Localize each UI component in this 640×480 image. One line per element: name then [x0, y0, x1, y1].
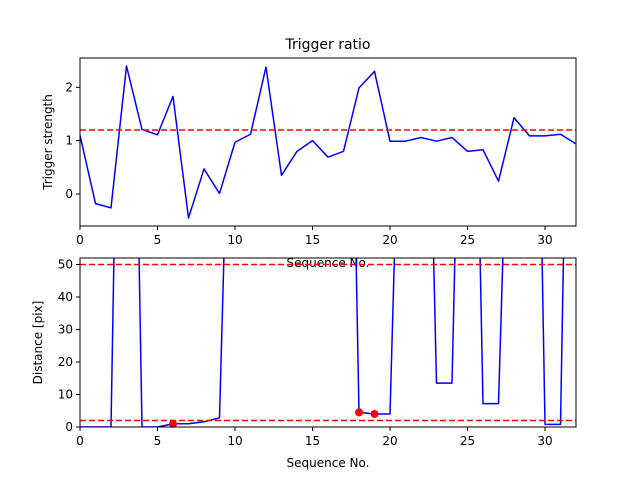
- bottom-x-tick-label: 0: [76, 434, 84, 448]
- top-y-axis-label: Trigger strength: [41, 94, 55, 191]
- bottom-marker-point: [370, 410, 379, 418]
- top-x-tick-label: 0: [76, 233, 84, 247]
- bottom-axes: 0 5 10 15 20 25 30 0 10 20 30 40 50 Sequence No. Dista…: [31, 257, 577, 470]
- top-x-tick-label: 20: [382, 233, 397, 247]
- bottom-x-tick-label: 10: [227, 434, 242, 448]
- bottom-x-axis-label: Sequence No.: [287, 456, 370, 470]
- top-x-tick-label: 25: [460, 233, 475, 247]
- top-y-tick-label: 2: [65, 80, 73, 94]
- bottom-y-tick-label: 10: [58, 388, 73, 402]
- top-x-tick-label: 5: [154, 233, 162, 247]
- top-series-line: [80, 65, 576, 219]
- bottom-marker-point: [169, 419, 177, 428]
- bottom-y-tick-label: 0: [65, 420, 73, 434]
- bottom-y-tick-label: 40: [58, 290, 73, 304]
- bottom-x-tick-label: 20: [382, 434, 397, 448]
- bottom-x-tick-label: 15: [305, 434, 320, 448]
- top-y-tick-label: 0: [65, 187, 73, 201]
- bottom-axes-frame: [79, 257, 577, 428]
- bottom-y-tick-label: 50: [58, 258, 73, 272]
- chart-title: Trigger ratio: [284, 37, 370, 53]
- top-x-tick-label: 30: [537, 233, 552, 247]
- bottom-series-line: [80, 258, 565, 427]
- bottom-marker-point: [355, 408, 363, 417]
- top-axes-frame: [79, 57, 577, 227]
- bottom-y-tick-label: 30: [58, 323, 73, 337]
- bottom-y-axis-label: Distance [pix]: [31, 301, 45, 385]
- bottom-x-tick-label: 25: [460, 434, 475, 448]
- bottom-x-tick-label: 5: [154, 434, 162, 448]
- top-x-tick-label: 15: [305, 233, 320, 247]
- bottom-x-tick-label: 30: [537, 434, 552, 448]
- top-y-tick-label: 1: [65, 134, 73, 148]
- top-x-axis-label: Sequence No.: [287, 256, 370, 270]
- top-axes: 0 5 10 15 20 25 30 0 1 2 Sequence No. Trigger stren…: [41, 57, 577, 270]
- bottom-y-tick-label: 20: [58, 355, 73, 369]
- top-x-tick-label: 10: [227, 233, 242, 247]
